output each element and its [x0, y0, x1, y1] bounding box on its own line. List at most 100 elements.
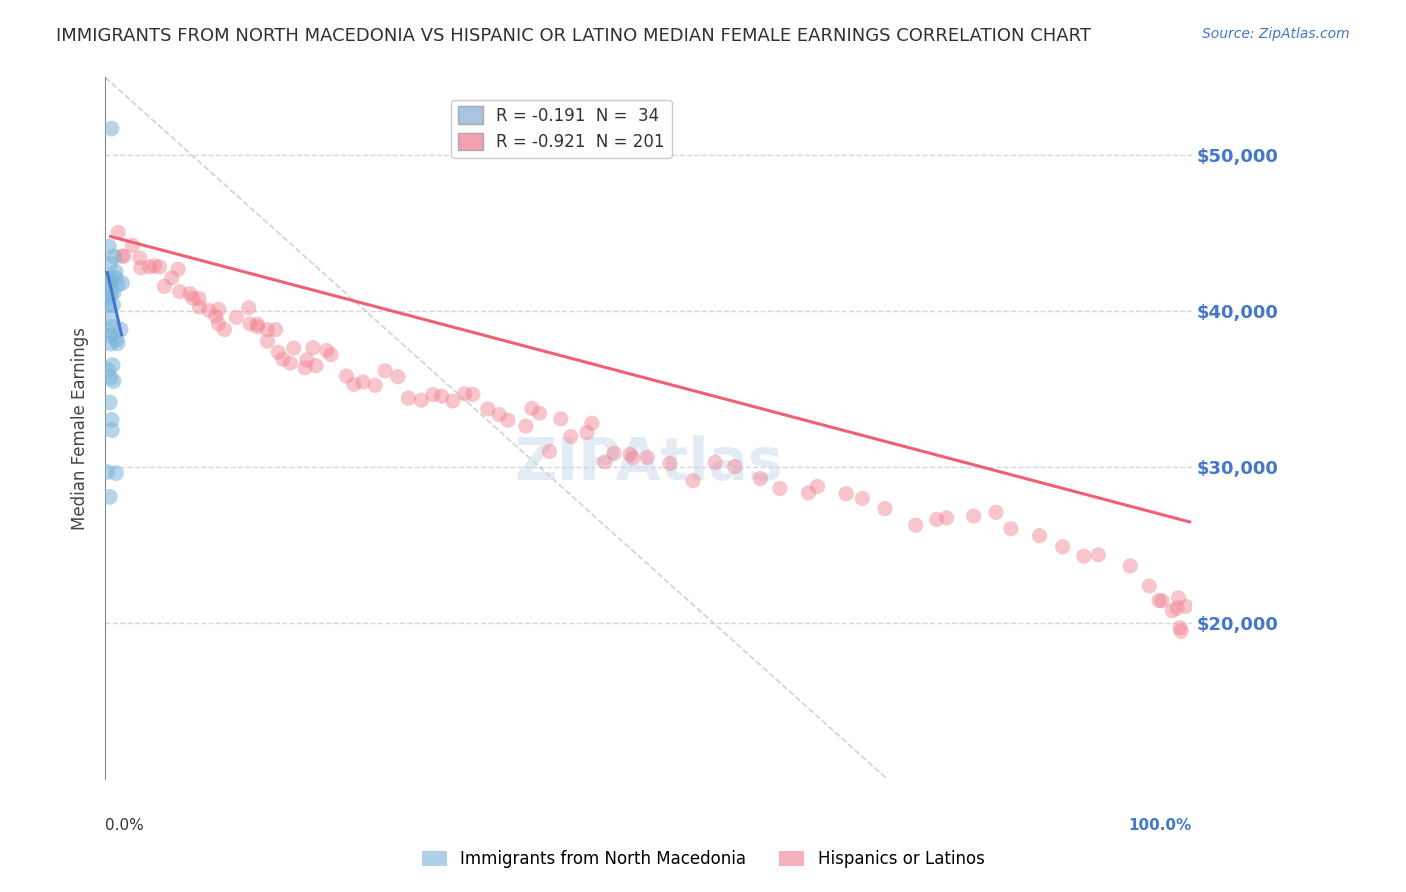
Point — [238, 301, 260, 315]
Point — [835, 487, 858, 501]
Point — [97, 290, 120, 304]
Point — [256, 334, 278, 349]
Point — [682, 474, 704, 488]
Point — [477, 401, 499, 416]
Point — [101, 298, 124, 312]
Point — [488, 408, 510, 422]
Point — [97, 239, 120, 253]
Point — [319, 348, 342, 362]
Point — [619, 447, 641, 461]
Point — [198, 303, 221, 318]
Point — [207, 317, 229, 331]
Point — [550, 412, 572, 426]
Point — [100, 336, 122, 351]
Point — [107, 336, 129, 351]
Point — [1166, 601, 1188, 615]
Point — [264, 322, 287, 336]
Point — [188, 300, 211, 314]
Point — [100, 310, 122, 324]
Point — [112, 249, 135, 263]
Point — [179, 286, 201, 301]
Point — [107, 226, 129, 240]
Point — [1174, 599, 1197, 614]
Point — [343, 377, 366, 392]
Point — [283, 341, 305, 355]
Text: 100.0%: 100.0% — [1129, 818, 1192, 833]
Point — [797, 485, 820, 500]
Point — [520, 401, 543, 416]
Point — [925, 512, 948, 526]
Point — [153, 279, 176, 293]
Point — [963, 509, 986, 524]
Point — [1119, 558, 1142, 573]
Point — [1073, 549, 1095, 564]
Point — [129, 260, 152, 275]
Point — [100, 121, 122, 136]
Point — [100, 275, 122, 289]
Point — [575, 425, 598, 440]
Point — [454, 387, 477, 401]
Point — [121, 238, 143, 252]
Point — [100, 256, 122, 270]
Legend: Immigrants from North Macedonia, Hispanics or Latinos: Immigrants from North Macedonia, Hispani… — [415, 844, 991, 875]
Point — [204, 309, 226, 323]
Point — [560, 429, 582, 443]
Point — [1170, 624, 1192, 639]
Point — [105, 466, 128, 480]
Point — [1168, 621, 1191, 635]
Point — [305, 359, 328, 373]
Y-axis label: Median Female Earnings: Median Female Earnings — [72, 326, 89, 530]
Point — [96, 324, 118, 338]
Point — [724, 459, 747, 474]
Point — [1087, 548, 1109, 562]
Point — [97, 363, 120, 377]
Point — [461, 387, 484, 401]
Point — [374, 364, 396, 378]
Text: ZIPAtlas: ZIPAtlas — [515, 435, 783, 491]
Point — [430, 389, 453, 403]
Point — [364, 378, 387, 392]
Text: 0.0%: 0.0% — [105, 818, 143, 833]
Text: IMMIGRANTS FROM NORTH MACEDONIA VS HISPANIC OR LATINO MEDIAN FEMALE EARNINGS COR: IMMIGRANTS FROM NORTH MACEDONIA VS HISPA… — [56, 27, 1091, 45]
Point — [100, 286, 122, 301]
Point — [593, 455, 616, 469]
Point — [636, 450, 658, 465]
Point — [104, 265, 127, 279]
Point — [105, 333, 128, 347]
Legend: R = -0.191  N =  34, R = -0.921  N = 201: R = -0.191 N = 34, R = -0.921 N = 201 — [451, 100, 672, 158]
Point — [239, 317, 262, 331]
Point — [396, 391, 419, 405]
Point — [246, 318, 269, 332]
Point — [851, 491, 873, 506]
Point — [246, 319, 269, 334]
Point — [769, 482, 792, 496]
Point — [271, 352, 294, 367]
Point — [294, 360, 316, 375]
Point — [100, 271, 122, 285]
Point — [658, 457, 681, 471]
Point — [315, 343, 337, 358]
Point — [411, 393, 433, 408]
Point — [352, 375, 374, 389]
Point — [267, 345, 290, 359]
Point — [214, 322, 236, 336]
Point — [138, 260, 160, 274]
Point — [208, 302, 231, 317]
Text: Source: ZipAtlas.com: Source: ZipAtlas.com — [1202, 27, 1350, 41]
Point — [103, 250, 125, 264]
Point — [1161, 604, 1184, 618]
Point — [280, 356, 302, 370]
Point — [335, 369, 357, 384]
Point — [1028, 528, 1050, 542]
Point — [100, 413, 122, 427]
Point — [167, 262, 190, 277]
Point — [98, 490, 121, 504]
Point — [96, 299, 118, 313]
Point — [603, 446, 626, 460]
Point — [96, 465, 118, 479]
Point — [1137, 579, 1160, 593]
Point — [935, 510, 957, 524]
Point — [169, 285, 191, 299]
Point — [148, 260, 170, 274]
Point — [704, 456, 727, 470]
